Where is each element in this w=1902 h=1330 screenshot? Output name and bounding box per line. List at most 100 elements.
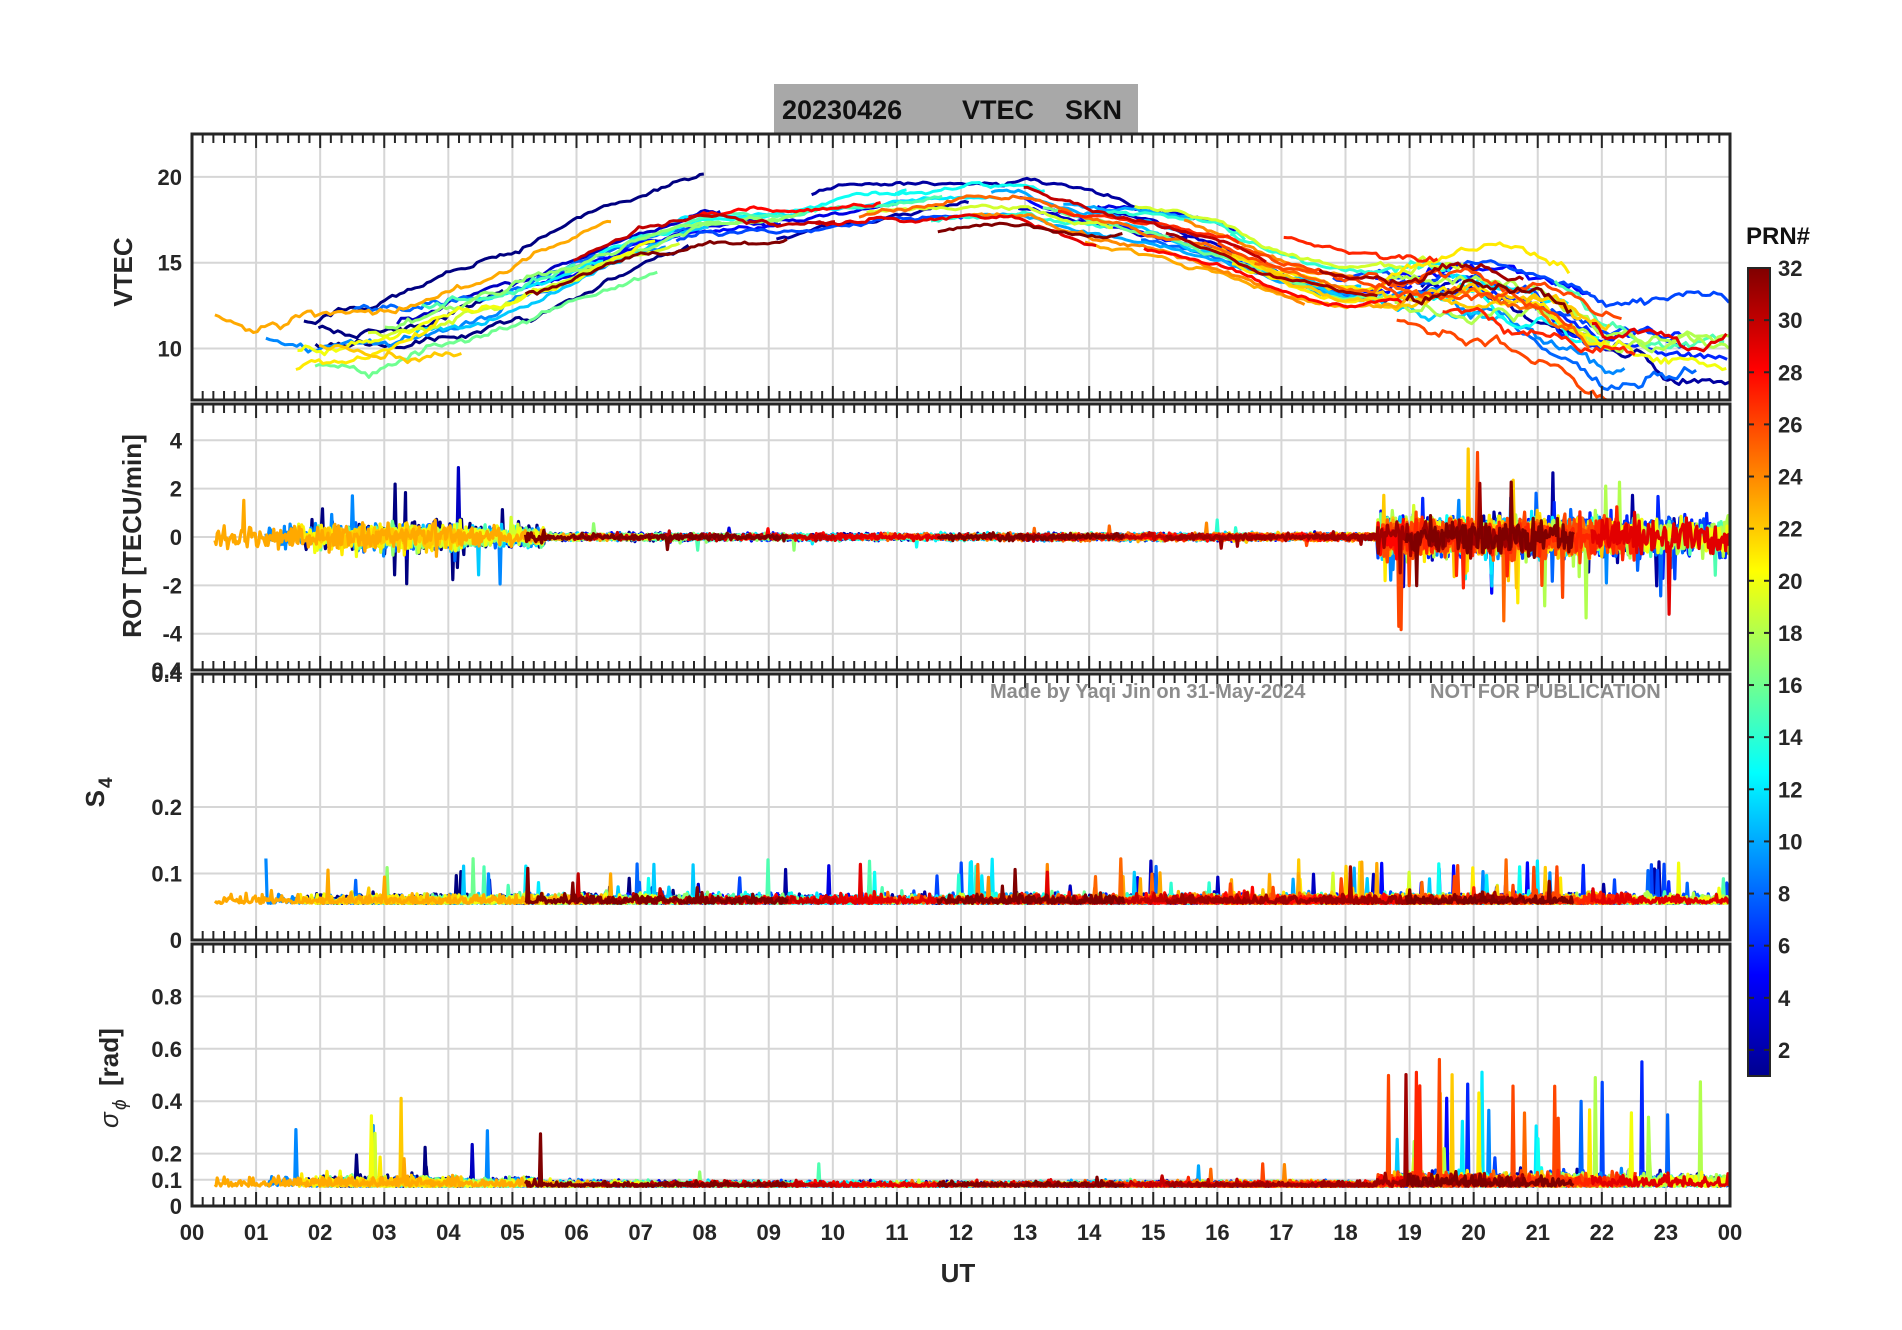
- prn-32-line: [1405, 1169, 1575, 1188]
- prn-31-line: [1164, 865, 1380, 906]
- prn-31-line: [1164, 1177, 1380, 1188]
- y-tick-label: -2: [162, 573, 182, 598]
- colorbar-tick-label: 28: [1778, 360, 1802, 385]
- prn-22-line: [1237, 254, 1582, 321]
- prn-29-line: [1590, 510, 1730, 616]
- x-tick-label: 02: [308, 1220, 332, 1245]
- s4-ylabel-main: S: [80, 790, 110, 807]
- x-tick-label: 20: [1461, 1220, 1485, 1245]
- colorbar-tick-label: 18: [1778, 621, 1802, 646]
- colorbar-tick-label: 14: [1778, 725, 1803, 750]
- x-minor-ticks: [191, 404, 1731, 670]
- prn-5-line: [515, 220, 779, 293]
- prn-25-line: [858, 194, 1233, 256]
- x-tick-label: 12: [949, 1220, 973, 1245]
- rot-panel: -4 -2 0 2 4 0.4: [151, 402, 1732, 683]
- x-tick-label: 01: [244, 1220, 268, 1245]
- prn-8-line: [1514, 326, 1697, 392]
- prn-30-line: [572, 213, 836, 262]
- x-tick-labels: 00 01 02 03 04 05 06 07 08 09 10 11 12 13 14 15 16 17 18 19…: [180, 1220, 1742, 1245]
- x-tick-label: 05: [500, 1220, 524, 1245]
- title-station: SKN: [1065, 95, 1122, 125]
- prn-30-line: [1023, 185, 1267, 264]
- title-box: 20230426 VTEC SKN: [774, 84, 1138, 134]
- y-tick-label: 0.2: [151, 1142, 182, 1167]
- x-tick-label: 07: [628, 1220, 652, 1245]
- colorbar-tick-label: 4: [1778, 986, 1791, 1011]
- x-tick-label: 17: [1269, 1220, 1293, 1245]
- title-date: 20230426: [782, 95, 902, 125]
- prn-23-line: [214, 219, 612, 334]
- prn-19-line: [1134, 204, 1466, 276]
- colorbar-gradient: [1747, 267, 1771, 1077]
- colorbar-title: PRN#: [1746, 223, 1810, 250]
- prn-26-line: [1216, 241, 1622, 321]
- y-tick-label: 0: [170, 1194, 182, 1219]
- prn-27-line: [1442, 306, 1636, 356]
- prn-26-line: [1396, 318, 1620, 400]
- x-minor-ticks: [191, 134, 1731, 400]
- x-tick-label: 14: [1077, 1220, 1102, 1245]
- sigma-ylabel: σ ϕ [rad]: [94, 1028, 131, 1128]
- prn-29-line: [1591, 322, 1728, 353]
- prn-16-line: [314, 270, 658, 379]
- colorbar-tick-label: 32: [1778, 256, 1802, 281]
- prn-32-line: [937, 221, 1123, 240]
- prn-1-line: [317, 288, 504, 340]
- prn-31-line: [1318, 261, 1525, 286]
- x-tick-label: 13: [1013, 1220, 1037, 1245]
- x-tick-label: 09: [757, 1220, 781, 1245]
- s4-ylabel: S 4: [80, 777, 117, 807]
- prn-20-line: [1583, 333, 1727, 372]
- prn-28-line: [1143, 247, 1403, 309]
- colorbar-tick-label: 8: [1778, 882, 1790, 907]
- x-tick-label: 15: [1141, 1220, 1165, 1245]
- x-tick-label: 04: [436, 1220, 461, 1245]
- colorbar-tick-label: 16: [1778, 673, 1802, 698]
- title-quantity: VTEC: [962, 95, 1034, 125]
- y-tick-label: 0.1: [151, 1168, 182, 1193]
- prn-32-line: [524, 237, 788, 296]
- x-tick-label: 00: [1718, 1220, 1742, 1245]
- prn-32-line: [524, 1132, 788, 1188]
- y-tick-label: 4: [170, 428, 183, 453]
- watermark-notice: NOT FOR PUBLICATION: [1430, 681, 1661, 703]
- x-tick-label: 18: [1333, 1220, 1357, 1245]
- prn-32-line: [523, 528, 789, 552]
- prn-24-line: [969, 212, 1306, 306]
- prn-31-line: [1165, 231, 1378, 298]
- x-tick-label: 21: [1526, 1220, 1550, 1245]
- series-group: [213, 857, 1730, 906]
- x-tick-label: 19: [1397, 1220, 1421, 1245]
- colorbar-tick-label: 30: [1778, 308, 1802, 333]
- prn-27-line: [1283, 235, 1439, 263]
- prn-32-line: [1405, 278, 1573, 314]
- y-tick-label: 20: [158, 165, 182, 190]
- series-group: [213, 447, 1730, 632]
- title-background: [774, 84, 1138, 134]
- prn-7-line: [675, 214, 966, 243]
- s4-ylabel-sub: 4: [96, 777, 117, 788]
- colorbar-tick-label: 6: [1778, 934, 1790, 959]
- series-group: [214, 172, 1730, 400]
- colorbar-tick-label: 12: [1778, 777, 1802, 802]
- x-tick-label: 10: [821, 1220, 845, 1245]
- y-tick-label: 0.1: [151, 862, 182, 887]
- prn-29-line: [1590, 1171, 1730, 1188]
- prn-32-line: [936, 531, 1125, 543]
- y-tick-label: 0.4: [151, 1089, 182, 1114]
- prn-26-line: [1233, 244, 1573, 328]
- sigma-ylabel-symbol: σ: [94, 1111, 124, 1128]
- colorbar-tick-label: 22: [1778, 517, 1802, 542]
- prn-21-line: [295, 318, 440, 371]
- prn-14-line: [1106, 209, 1246, 241]
- colorbar-tick-label: 2: [1778, 1038, 1790, 1063]
- prn-22-line: [318, 343, 462, 365]
- prn-2-line: [811, 176, 1166, 215]
- y-tick-label: 15: [158, 251, 182, 276]
- watermark-author: Made by Yaqi Jin on 31-May-2024: [990, 681, 1306, 703]
- y-tick-label: 0.4: [151, 658, 182, 683]
